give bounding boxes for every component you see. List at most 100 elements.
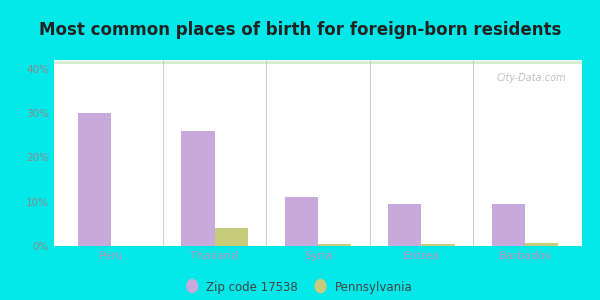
Bar bbox=[388, 204, 421, 246]
Bar bbox=[54, 60, 582, 62]
Bar bbox=[54, 61, 582, 63]
Bar bbox=[78, 113, 111, 246]
Bar bbox=[54, 61, 582, 62]
Bar bbox=[54, 61, 582, 63]
Bar bbox=[54, 60, 582, 62]
Bar bbox=[54, 61, 582, 63]
Bar bbox=[54, 61, 582, 63]
Bar bbox=[54, 61, 582, 63]
Bar bbox=[54, 61, 582, 63]
Bar bbox=[54, 61, 582, 64]
Bar bbox=[54, 61, 582, 63]
Bar bbox=[54, 61, 582, 62]
Bar bbox=[54, 61, 582, 63]
Bar bbox=[54, 61, 582, 64]
Bar bbox=[54, 61, 582, 63]
Bar bbox=[54, 60, 582, 62]
Bar bbox=[54, 61, 582, 63]
Legend: Zip code 17538, Pennsylvania: Zip code 17538, Pennsylvania bbox=[188, 281, 412, 294]
Bar bbox=[54, 61, 582, 63]
Bar bbox=[54, 62, 582, 64]
Bar bbox=[54, 60, 582, 62]
Bar bbox=[54, 60, 582, 62]
Bar bbox=[54, 61, 582, 63]
Bar bbox=[54, 60, 582, 62]
Bar bbox=[54, 61, 582, 63]
Bar bbox=[54, 61, 582, 62]
Bar bbox=[54, 61, 582, 63]
Bar bbox=[54, 61, 582, 63]
Bar bbox=[54, 60, 582, 62]
Bar bbox=[54, 62, 582, 64]
Bar bbox=[54, 61, 582, 62]
Bar bbox=[54, 60, 582, 62]
Bar bbox=[54, 61, 582, 63]
Text: City-Data.com: City-Data.com bbox=[497, 73, 566, 83]
Bar bbox=[54, 61, 582, 62]
Bar bbox=[54, 61, 582, 63]
Bar bbox=[54, 62, 582, 64]
Bar bbox=[215, 228, 248, 246]
Bar bbox=[525, 243, 558, 246]
Bar bbox=[54, 60, 582, 62]
Bar bbox=[54, 61, 582, 63]
Bar bbox=[54, 61, 582, 63]
Bar bbox=[54, 61, 582, 63]
Bar bbox=[54, 61, 582, 63]
Bar bbox=[54, 60, 582, 62]
Bar bbox=[54, 61, 582, 63]
Bar bbox=[54, 61, 582, 63]
Bar bbox=[54, 61, 582, 63]
Bar bbox=[318, 244, 351, 246]
Bar bbox=[54, 61, 582, 63]
Bar bbox=[54, 61, 582, 64]
Bar bbox=[54, 62, 582, 64]
Bar bbox=[54, 61, 582, 63]
Bar bbox=[54, 60, 582, 62]
Bar bbox=[54, 60, 582, 62]
Bar bbox=[54, 62, 582, 64]
Bar bbox=[54, 61, 582, 63]
Bar bbox=[54, 61, 582, 63]
Bar bbox=[54, 61, 582, 63]
Bar bbox=[54, 61, 582, 63]
Bar bbox=[54, 61, 582, 63]
Bar bbox=[421, 244, 455, 246]
Bar bbox=[54, 61, 582, 63]
Bar bbox=[54, 61, 582, 63]
Bar bbox=[54, 61, 582, 62]
Bar bbox=[54, 60, 582, 62]
Bar bbox=[54, 60, 582, 62]
Bar bbox=[54, 61, 582, 63]
Bar bbox=[54, 62, 582, 64]
Bar bbox=[54, 61, 582, 63]
Bar bbox=[54, 61, 582, 62]
Bar bbox=[54, 60, 582, 62]
Bar bbox=[54, 61, 582, 63]
Bar bbox=[181, 131, 215, 246]
Bar bbox=[54, 62, 582, 64]
Bar bbox=[54, 61, 582, 62]
Bar bbox=[54, 60, 582, 62]
Bar bbox=[54, 61, 582, 63]
Bar bbox=[54, 62, 582, 64]
Bar bbox=[54, 60, 582, 62]
Bar bbox=[54, 61, 582, 63]
Bar bbox=[492, 204, 525, 246]
Bar bbox=[54, 60, 582, 62]
Bar bbox=[54, 61, 582, 63]
Bar bbox=[54, 61, 582, 63]
Bar bbox=[54, 60, 582, 62]
Bar bbox=[54, 60, 582, 62]
Bar bbox=[54, 60, 582, 62]
Bar bbox=[54, 61, 582, 63]
Bar bbox=[54, 60, 582, 62]
Bar bbox=[54, 61, 582, 63]
Bar bbox=[54, 61, 582, 63]
Bar bbox=[54, 60, 582, 62]
Bar bbox=[54, 62, 582, 64]
Bar bbox=[54, 61, 582, 62]
Bar bbox=[285, 197, 318, 246]
Bar bbox=[54, 61, 582, 62]
Bar bbox=[54, 61, 582, 63]
